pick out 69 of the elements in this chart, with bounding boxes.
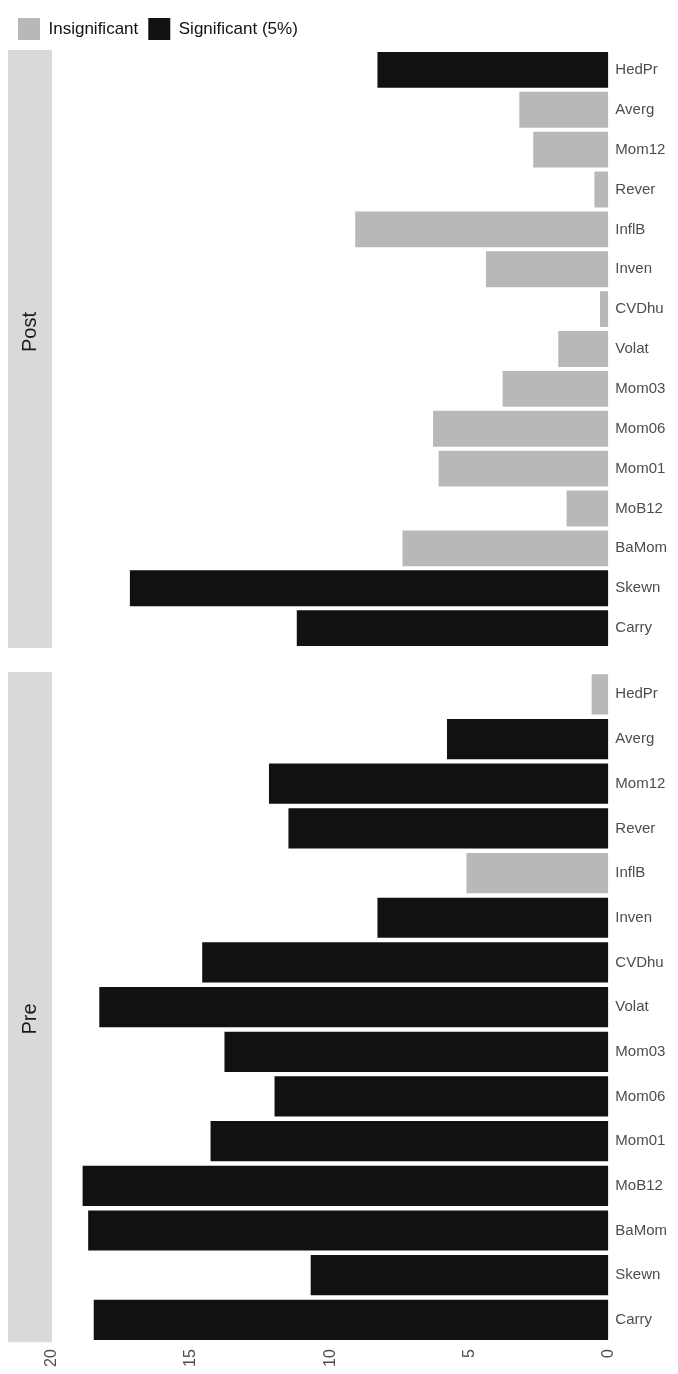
y-tick-label: Mom01 xyxy=(615,458,666,476)
y-tick-label: MoB12 xyxy=(615,1175,663,1193)
y-tick-label: CVDhu xyxy=(615,952,664,970)
bar xyxy=(296,610,609,647)
legend-label: Insignificant xyxy=(48,18,139,38)
text: Pre xyxy=(17,1003,40,1035)
y-tick-label: BaMom xyxy=(615,538,668,556)
bar xyxy=(558,331,609,367)
y-tick-label: MoB12 xyxy=(615,498,663,516)
y-tick-label: Carry xyxy=(615,618,653,636)
bar xyxy=(99,987,609,1028)
legend-label: Significant (5%) xyxy=(178,18,298,38)
y-tick-label: Mom12 xyxy=(615,139,666,157)
y-tick-label: Averg xyxy=(615,99,655,117)
bar xyxy=(202,942,609,983)
bar xyxy=(591,674,609,715)
bar xyxy=(355,211,609,248)
y-tick-label: Averg xyxy=(615,729,655,747)
bar xyxy=(533,131,609,168)
y-tick-label: Mom03 xyxy=(615,1041,666,1059)
bar xyxy=(377,51,609,88)
bar xyxy=(566,490,609,527)
bar xyxy=(485,251,609,288)
y-tick-label: InflB xyxy=(615,863,646,881)
x-tick-label: 5 xyxy=(459,1349,477,1359)
y-tick-label: Inven xyxy=(615,907,653,925)
y-tick-label: Mom06 xyxy=(615,418,666,436)
bar xyxy=(377,897,609,938)
bar xyxy=(82,1165,609,1206)
bar xyxy=(466,852,609,894)
y-tick-label: Mom12 xyxy=(615,773,666,791)
y-tick-label: Mom03 xyxy=(615,379,666,397)
bar xyxy=(224,1031,609,1072)
y-tick-label: Inven xyxy=(615,259,653,277)
y-tick-label: Mom06 xyxy=(615,1086,666,1104)
bar xyxy=(88,1210,609,1251)
bar xyxy=(268,763,609,804)
bar xyxy=(402,530,609,567)
text: Post xyxy=(17,311,40,353)
y-tick-label: Rever xyxy=(615,179,656,197)
y-tick-label: Carry xyxy=(615,1310,653,1327)
bar xyxy=(274,1076,609,1117)
y-tick-label: Volat xyxy=(615,339,650,357)
bar xyxy=(310,1255,609,1296)
y-tick-label: Volat xyxy=(615,997,650,1015)
y-tick-label: HedPr xyxy=(615,684,658,702)
y-tick-label: Mom01 xyxy=(615,1131,666,1149)
y-tick-label: HedPr xyxy=(615,60,658,78)
bar xyxy=(594,171,609,208)
bar xyxy=(502,370,609,407)
y-tick-label: BaMom xyxy=(615,1220,668,1238)
bar xyxy=(438,450,609,487)
bar xyxy=(433,410,609,447)
bar xyxy=(129,570,609,607)
bar xyxy=(519,91,609,128)
bar xyxy=(210,1121,609,1162)
bar xyxy=(446,718,609,760)
bar xyxy=(599,291,609,328)
x-tick-label: 0 xyxy=(598,1349,616,1359)
x-tick-label: 20 xyxy=(42,1349,60,1367)
bar xyxy=(93,1299,609,1340)
y-tick-label: InflB xyxy=(615,219,646,237)
y-tick-label: CVDhu xyxy=(615,299,664,317)
y-tick-label: Skewn xyxy=(615,578,661,596)
x-tick-label: 10 xyxy=(320,1349,338,1367)
bar xyxy=(288,808,609,849)
y-tick-label: Skewn xyxy=(615,1265,661,1283)
x-tick-label: 15 xyxy=(181,1349,199,1367)
y-tick-label: Rever xyxy=(615,818,656,836)
